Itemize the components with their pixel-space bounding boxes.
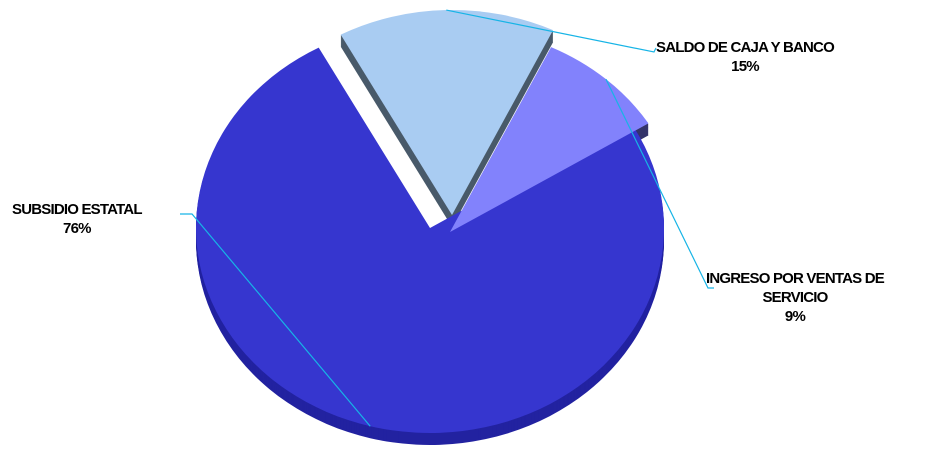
- slice-label-ingreso-name-2: SERVICIO: [762, 289, 828, 306]
- slice-label-ingreso-pct: 9%: [784, 308, 806, 325]
- leader-line-saldo-de-caja-y-banco: [446, 9, 657, 53]
- leader-line-subsidio-estatal: [180, 213, 371, 427]
- slice-label-saldo-name: SALDO DE CAJA Y BANCO: [656, 39, 835, 56]
- slice-label-saldo-caja-banco: SALDO DE CAJA Y BANCO 15%: [656, 38, 835, 76]
- slice-label-saldo-pct: 15%: [731, 58, 759, 75]
- pie-slice-ingreso-por-ventas-de-servicio: [450, 47, 649, 233]
- pie-slices: [195, 9, 664, 434]
- pie-slice-subsidio-estatal: [195, 47, 664, 434]
- slice-label-ingreso-ventas: INGRESO POR VENTAS DE SERVICIO 9%: [706, 269, 885, 326]
- pie-slice-saldo-de-caja-y-banco: [340, 9, 554, 215]
- slice-label-subsidio-name: SUBSIDIO ESTATAL: [12, 201, 143, 218]
- slice-label-subsidio-pct: 76%: [63, 220, 91, 237]
- leader-lines: [180, 9, 714, 427]
- slice-label-subsidio-estatal: SUBSIDIO ESTATAL 76%: [12, 200, 143, 238]
- leader-line-ingreso-por-ventas-de-servicio: [605, 78, 714, 289]
- slice-label-ingreso-name-1: INGRESO POR VENTAS DE: [706, 270, 885, 287]
